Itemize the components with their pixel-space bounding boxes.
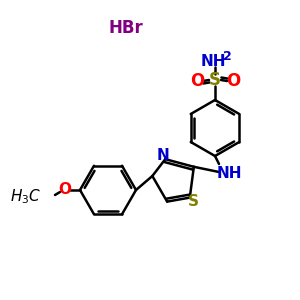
Text: NH: NH: [216, 167, 242, 182]
Text: $H_3C$: $H_3C$: [10, 188, 41, 206]
Text: S: S: [188, 194, 199, 209]
Text: S: S: [209, 71, 221, 89]
Text: O: O: [190, 72, 204, 90]
Text: 2: 2: [223, 50, 231, 64]
Text: N: N: [157, 148, 170, 163]
Text: NH: NH: [200, 55, 226, 70]
Text: O: O: [58, 182, 71, 197]
Text: O: O: [226, 72, 240, 90]
Text: HBr: HBr: [108, 19, 143, 37]
